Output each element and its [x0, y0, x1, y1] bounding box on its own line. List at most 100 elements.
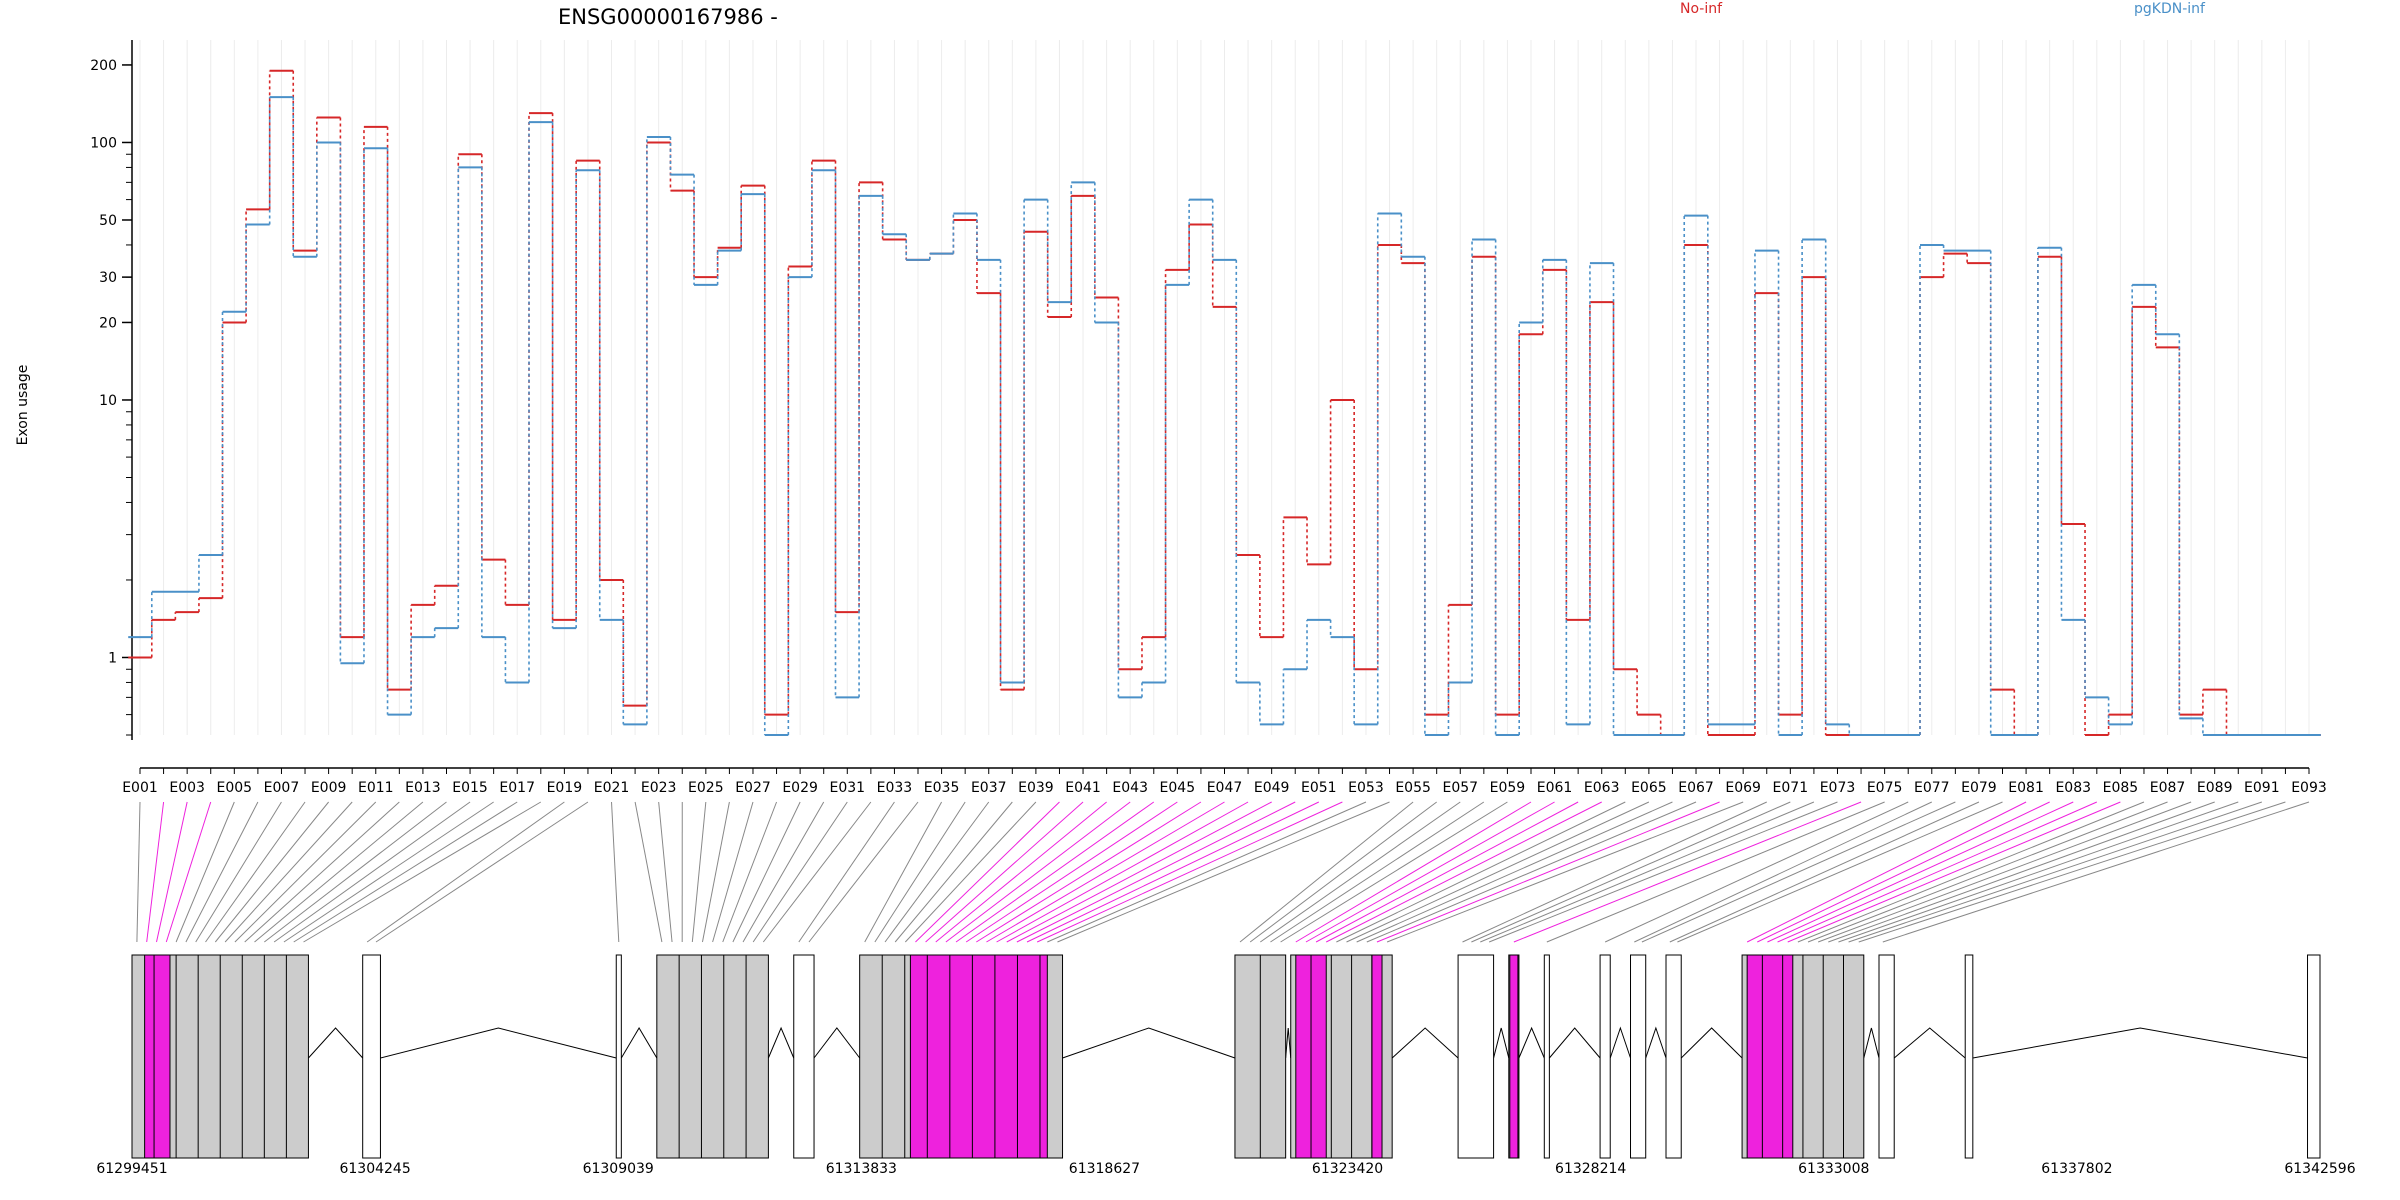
exon-connector	[732, 801, 801, 943]
exon-connector	[1767, 801, 2074, 943]
x-tick-label: E051	[1301, 780, 1337, 796]
intron-line	[1493, 1027, 1510, 1059]
exon-block	[1878, 954, 1895, 1159]
legend-pgkdn-inf: pgKDN-inf	[2134, 1, 2206, 17]
exon-connector	[634, 801, 663, 943]
exon-connector	[1280, 801, 1508, 943]
exon-connector	[798, 801, 895, 943]
coordinate-label: 61323420	[1312, 1161, 1383, 1177]
x-tick-label: E021	[594, 780, 630, 796]
x-tick-label: E065	[1631, 780, 1667, 796]
x-tick-label: E015	[452, 780, 488, 796]
exon-connector	[254, 801, 424, 943]
exon-connector	[904, 801, 1037, 943]
x-tick-label: E025	[688, 780, 724, 796]
exon-connector	[1838, 801, 2239, 943]
exon-connector	[185, 801, 259, 943]
gene-model	[131, 954, 2321, 1159]
exon-connector	[691, 801, 707, 943]
exon-connector	[752, 801, 848, 943]
x-tick-label: E029	[782, 780, 818, 796]
exon-connector	[375, 801, 589, 943]
x-tick-label: E081	[2008, 780, 2044, 796]
coordinate-label: 61318627	[1069, 1161, 1140, 1177]
exon-connector	[1641, 801, 1956, 943]
x-tick-label: E059	[1490, 780, 1526, 796]
exon-block	[1543, 954, 1550, 1159]
exon-connector	[1006, 801, 1272, 943]
x-tick-label: E073	[1820, 780, 1856, 796]
intron-line	[1609, 1026, 1631, 1059]
exon-connector	[1797, 801, 2145, 943]
exon-connector	[214, 801, 329, 943]
x-tick-label: E063	[1584, 780, 1620, 796]
x-tick-label: E037	[971, 780, 1007, 796]
exon-connector	[244, 801, 400, 943]
x-tick-label: E003	[169, 780, 205, 796]
exon-connector	[712, 801, 754, 943]
x-tick-label: E091	[2244, 780, 2280, 796]
exon-connector	[894, 801, 1013, 943]
exon-connector	[611, 801, 620, 943]
exon-connector	[366, 801, 565, 943]
exon-connector	[701, 801, 730, 943]
exon-connector	[955, 801, 1155, 943]
exon-connector	[874, 801, 966, 943]
x-tick-label: E085	[2103, 780, 2139, 796]
exon-connector	[1828, 801, 2215, 943]
coordinate-label: 61342596	[2284, 1161, 2355, 1177]
highlighted-exon	[1746, 954, 1794, 1159]
x-tick-label: E007	[264, 780, 300, 796]
intron-line	[767, 1026, 795, 1059]
exon-connector	[1634, 801, 1932, 943]
exon-block	[1457, 954, 1495, 1159]
x-tick-label: E035	[924, 780, 960, 796]
exon-connector	[1488, 801, 1838, 943]
x-tick-label: E027	[735, 780, 771, 796]
exon-connector	[273, 801, 471, 943]
exon-connector	[1326, 801, 1602, 943]
x-tick-label: E045	[1160, 780, 1196, 796]
x-tick-label: E057	[1442, 780, 1478, 796]
exon-connector	[1807, 801, 2168, 943]
intron-line	[308, 1027, 364, 1059]
exon-block	[793, 954, 815, 1159]
exon-connector	[1777, 801, 2098, 943]
x-tick-label: E019	[547, 780, 583, 796]
exon-connector	[808, 801, 919, 943]
exon-connector	[1480, 801, 1815, 943]
x-tick-label: E017	[499, 780, 535, 796]
x-tick-label: E033	[877, 780, 913, 796]
exon-connector	[1746, 801, 2027, 943]
exon-connector	[1604, 801, 1909, 943]
x-tick-label: E023	[641, 780, 677, 796]
x-tick-label: E047	[1207, 780, 1243, 796]
exon-connector	[1858, 801, 2286, 943]
intron-line	[1645, 1026, 1667, 1059]
exon-connector	[976, 801, 1202, 943]
series-no-inf-line	[128, 69, 2321, 736]
x-tick-label: E061	[1537, 780, 1573, 796]
exon-connector	[136, 801, 141, 943]
x-tick-label: E039	[1018, 780, 1054, 796]
exon-connector	[1882, 801, 2310, 943]
gridlines	[139, 40, 2310, 735]
intron-line	[1680, 1027, 1743, 1059]
exon-block	[656, 954, 769, 1159]
x-tick-label: E089	[2197, 780, 2233, 796]
exon-connector	[1047, 801, 1367, 943]
exon-connector	[264, 801, 447, 943]
intron-line	[1285, 1027, 1292, 1059]
intron-line	[380, 1027, 617, 1059]
data-series	[128, 69, 2321, 736]
exon-connector	[205, 801, 306, 943]
x-tick-label: E009	[311, 780, 347, 796]
exon-connector	[1386, 801, 1744, 943]
x-tick-label: E077	[1914, 780, 1950, 796]
exon-connector	[1239, 801, 1414, 943]
intron-line	[1518, 1026, 1545, 1059]
coordinate-label: 61309039	[583, 1161, 654, 1177]
exon-connector	[283, 801, 494, 943]
x-tick-label: E005	[217, 780, 253, 796]
